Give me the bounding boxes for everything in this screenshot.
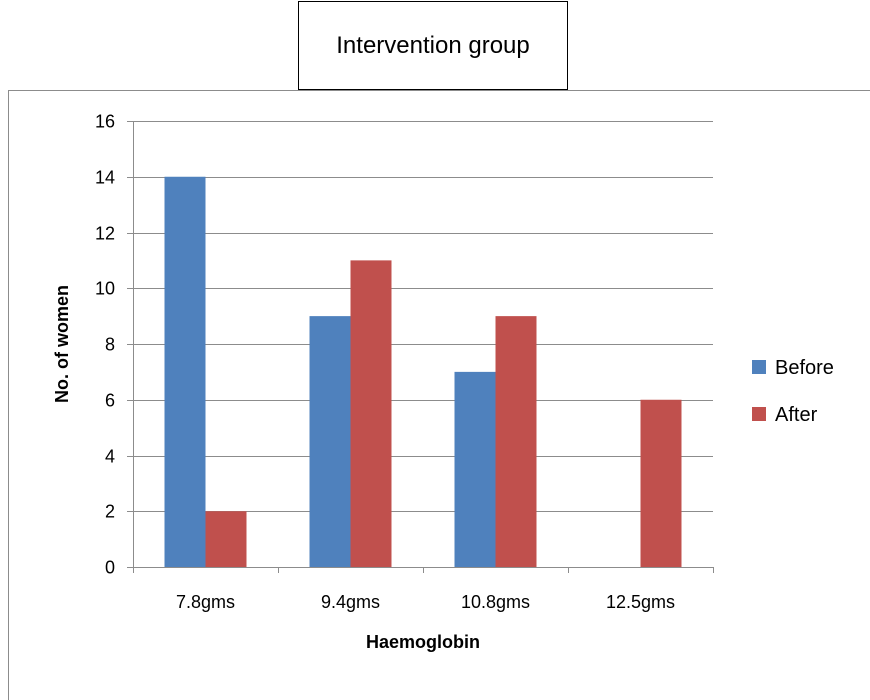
chart-frame (8, 90, 870, 700)
y-tick-label: 14 (95, 168, 115, 188)
legend-swatch-after (752, 407, 766, 421)
legend: Before After (752, 357, 834, 426)
x-tick-label: 12.5gms (606, 592, 675, 612)
x-tick-label: 10.8gms (461, 592, 530, 612)
x-tick-labels: 7.8gms 9.4gms 10.8gms 12.5gms (176, 592, 675, 612)
bar-before-9.4gms (309, 316, 351, 567)
y-tick-label: 4 (105, 447, 115, 467)
x-axis-title: Haemoglobin (366, 632, 480, 652)
x-tick-label: 9.4gms (321, 592, 380, 612)
y-tick-label: 8 (105, 335, 115, 355)
bar-after-9.4gms (350, 260, 392, 567)
y-tick-label: 2 (105, 502, 115, 522)
y-tick-label: 12 (95, 224, 115, 244)
bar-before-7.8gms (164, 176, 206, 567)
x-tick-label: 7.8gms (176, 592, 235, 612)
bar-before-10.8gms (454, 371, 496, 567)
y-tick-label: 6 (105, 391, 115, 411)
legend-swatch-before (752, 360, 766, 374)
y-tick-label: 16 (95, 112, 115, 132)
bar-after-10.8gms (495, 316, 537, 567)
legend-label-before: Before (775, 357, 834, 379)
y-axis-title: No. of women (52, 285, 72, 403)
bar-after-12.5gms (640, 399, 682, 567)
axes (133, 121, 714, 573)
legend-label-after: After (775, 404, 818, 426)
y-tick-labels: 0 2 4 6 8 10 12 14 16 (95, 112, 115, 578)
y-tick-label: 10 (95, 279, 115, 299)
gridlines (127, 121, 713, 568)
bar-after-7.8gms (205, 511, 247, 567)
chart-title: Intervention group (298, 1, 568, 90)
y-tick-label: 0 (105, 558, 115, 578)
bars (164, 176, 682, 567)
